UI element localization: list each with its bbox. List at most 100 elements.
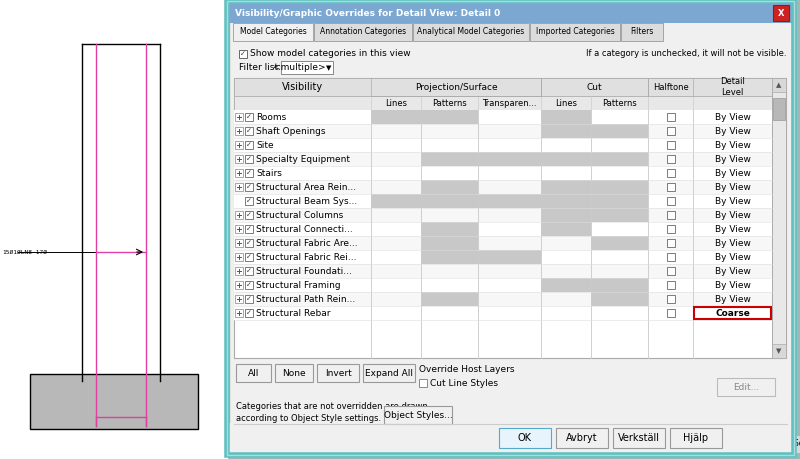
Bar xyxy=(231,41,790,453)
Text: <multiple>: <multiple> xyxy=(273,63,326,73)
Text: Verkställ: Verkställ xyxy=(618,433,660,443)
Bar xyxy=(234,194,772,208)
Bar xyxy=(422,152,478,166)
Text: Model Categories: Model Categories xyxy=(240,28,306,37)
Bar xyxy=(234,250,772,264)
Text: Structural Area Rein...: Structural Area Rein... xyxy=(256,183,356,191)
Bar xyxy=(235,155,243,163)
Bar xyxy=(772,344,786,358)
Text: Filters: Filters xyxy=(630,28,654,37)
Bar xyxy=(666,239,674,247)
Text: ✓: ✓ xyxy=(246,212,252,218)
Text: ✓: ✓ xyxy=(246,170,252,176)
Bar xyxy=(499,428,551,448)
Text: Analytical Model Categories: Analytical Model Categories xyxy=(418,28,525,37)
Text: ▲: ▲ xyxy=(776,82,782,88)
Text: ✓: ✓ xyxy=(246,268,252,274)
Bar xyxy=(541,222,591,236)
Bar xyxy=(422,194,478,208)
Bar xyxy=(384,406,452,424)
Bar xyxy=(234,236,772,250)
Bar xyxy=(245,141,253,149)
Text: Shaft Openings: Shaft Openings xyxy=(256,127,326,135)
Bar xyxy=(591,152,648,166)
Bar xyxy=(245,211,253,219)
Text: Visibility: Visibility xyxy=(282,82,323,92)
Text: Rooms: Rooms xyxy=(256,112,286,122)
Bar xyxy=(245,155,253,163)
Bar xyxy=(541,194,591,208)
Bar xyxy=(670,428,722,448)
Text: ✓: ✓ xyxy=(246,156,252,162)
Text: Hjälp: Hjälp xyxy=(683,433,709,443)
Text: By View: By View xyxy=(714,239,750,247)
Bar xyxy=(234,166,772,180)
Text: Structural Connecti...: Structural Connecti... xyxy=(256,224,353,234)
Bar xyxy=(229,3,792,453)
Text: ✓: ✓ xyxy=(246,240,252,246)
Text: Site: Site xyxy=(256,140,274,150)
Bar xyxy=(235,169,243,177)
Text: Stairs: Stairs xyxy=(256,168,282,178)
Bar xyxy=(239,50,247,58)
Bar xyxy=(666,295,674,303)
Bar xyxy=(591,208,648,222)
Bar xyxy=(234,110,772,124)
Bar xyxy=(245,197,253,205)
Bar xyxy=(591,278,648,292)
Bar xyxy=(245,239,253,247)
Bar xyxy=(591,292,648,306)
Bar xyxy=(371,110,422,124)
Text: Show model categories in this view: Show model categories in this view xyxy=(250,50,410,58)
Bar xyxy=(666,225,674,233)
Bar xyxy=(478,152,541,166)
Bar xyxy=(621,23,663,41)
Bar xyxy=(236,364,271,382)
Text: By View: By View xyxy=(714,211,750,219)
Text: ✓: ✓ xyxy=(246,226,252,232)
Bar xyxy=(666,169,674,177)
Text: Invert: Invert xyxy=(325,369,351,377)
Text: Scope Box: Scope Box xyxy=(794,440,800,448)
Bar xyxy=(666,127,674,135)
Text: ✓: ✓ xyxy=(246,198,252,204)
Bar xyxy=(234,306,772,320)
Bar xyxy=(793,435,800,453)
Bar xyxy=(245,113,253,121)
Bar xyxy=(30,374,198,429)
Text: Categories that are not overridden are drawn
according to Object Style settings.: Categories that are not overridden are d… xyxy=(236,402,428,423)
Bar xyxy=(591,124,648,138)
Bar xyxy=(234,124,772,138)
Text: Coarse: Coarse xyxy=(715,308,750,318)
Bar xyxy=(666,183,674,191)
Text: By View: By View xyxy=(714,140,750,150)
Bar xyxy=(666,281,674,289)
Bar xyxy=(235,309,243,317)
Bar xyxy=(234,208,772,222)
Bar xyxy=(245,253,253,261)
Text: ✓: ✓ xyxy=(246,296,252,302)
Text: By View: By View xyxy=(714,267,750,275)
Text: Override Host Layers: Override Host Layers xyxy=(419,364,514,374)
Bar xyxy=(478,250,541,264)
Bar xyxy=(233,23,313,41)
Bar xyxy=(245,309,253,317)
Bar xyxy=(245,225,253,233)
Text: Patterns: Patterns xyxy=(602,99,637,107)
Bar xyxy=(234,78,772,96)
Bar xyxy=(234,96,772,110)
Text: By View: By View xyxy=(714,295,750,303)
Text: Structural Path Rein...: Structural Path Rein... xyxy=(256,295,355,303)
Bar xyxy=(227,1,794,455)
Text: By View: By View xyxy=(714,112,750,122)
Bar xyxy=(234,292,772,306)
Bar xyxy=(666,253,674,261)
Bar xyxy=(245,281,253,289)
Bar xyxy=(666,113,674,121)
Bar xyxy=(235,239,243,247)
Text: By View: By View xyxy=(714,196,750,206)
Bar xyxy=(235,183,243,191)
Text: By View: By View xyxy=(714,127,750,135)
Bar xyxy=(541,124,591,138)
Bar xyxy=(422,250,478,264)
